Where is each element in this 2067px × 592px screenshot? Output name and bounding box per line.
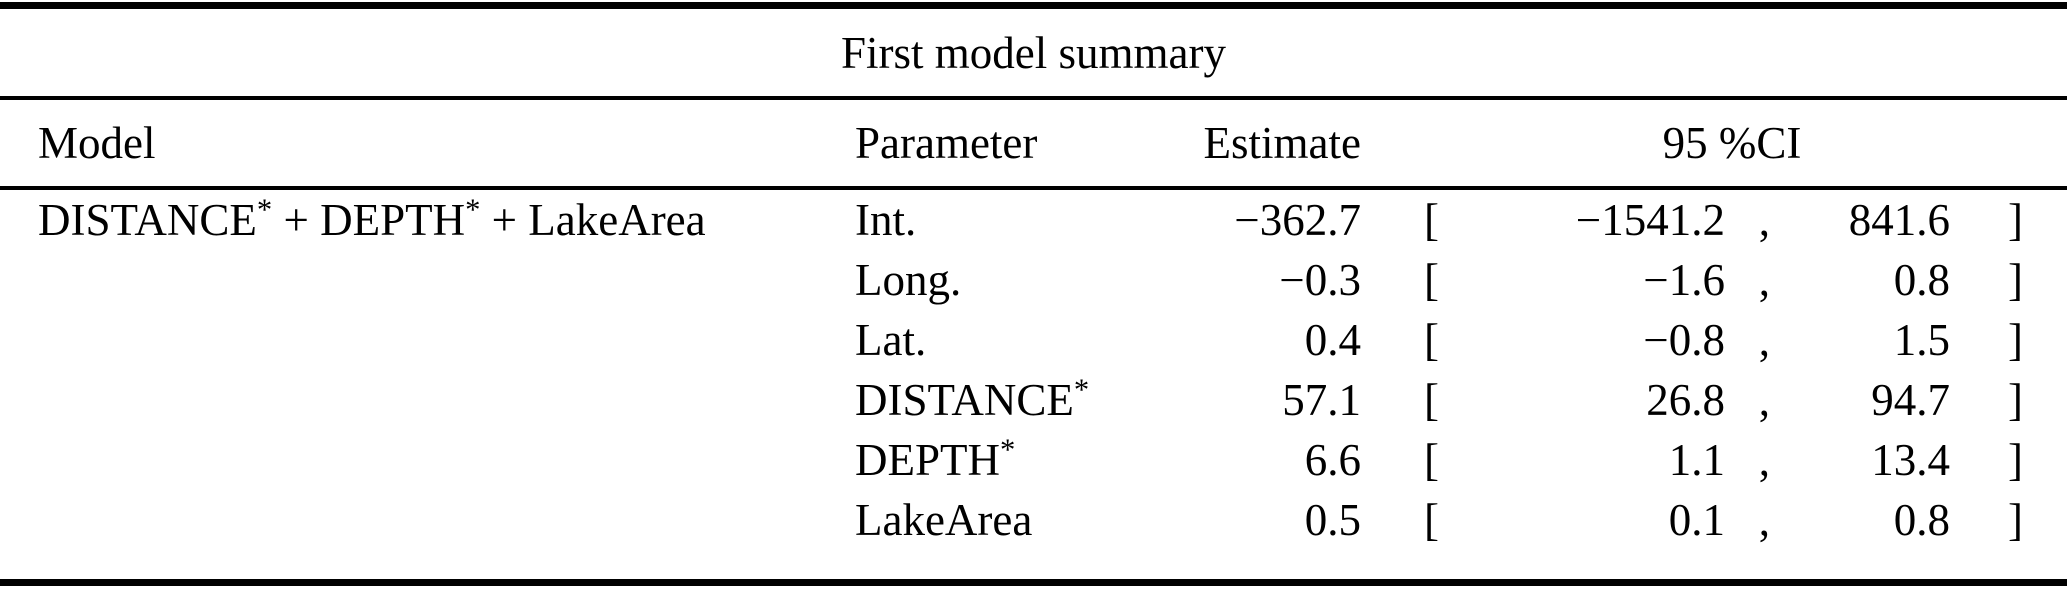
table-title-row: First model summary (0, 9, 2067, 96)
model-cell-empty (38, 430, 855, 490)
ci-lower-cell: −0.8 (1643, 315, 1725, 365)
model-cell-empty (38, 370, 855, 430)
ci-lower-cell: 1.1 (1668, 435, 1725, 485)
model-term: + DEPTH (272, 195, 466, 245)
ci-open-bracket: [ (1424, 255, 1439, 305)
table-title: First model summary (841, 27, 1226, 78)
ci-close-bracket: ] (2008, 195, 2023, 245)
ci-upper-cell: 1.5 (1893, 315, 1950, 365)
table-row: DISTANCE* 57.1 [ 26.8 , 94.7 ] (0, 370, 2067, 430)
parameter-cell: DEPTH* (855, 430, 1190, 490)
table-row: Long. −0.3 [ −1.6 , 0.8 ] (0, 250, 2067, 310)
table-body: DISTANCE* + DEPTH* + LakeArea Int. −362.… (0, 190, 2067, 550)
ci-close-bracket: ] (2008, 315, 2023, 365)
header-parameter: Parameter (855, 118, 1038, 168)
parameter-cell: Long. (855, 250, 1190, 310)
parameter-label: Long. (855, 255, 962, 305)
bottom-rule (0, 579, 2067, 586)
ci-close-bracket: ] (2008, 495, 2023, 545)
model-cell-empty (38, 310, 855, 370)
model-cell-empty (38, 490, 855, 550)
parameter-cell: Lat. (855, 310, 1190, 370)
parameter-cell: DISTANCE* (855, 370, 1190, 430)
ci-comma: , (1758, 255, 1770, 305)
ci-open-bracket: [ (1424, 315, 1439, 365)
ci-open-bracket: [ (1424, 495, 1439, 545)
model-term: + LakeArea (480, 195, 706, 245)
estimate-cell: 0.5 (1304, 495, 1361, 545)
table-row: Lat. 0.4 [ −0.8 , 1.5 ] (0, 310, 2067, 370)
header-ci: 95 %CI (1662, 118, 1802, 168)
parameter-label: Int. (855, 195, 917, 245)
ci-comma: , (1758, 195, 1770, 245)
ci-comma: , (1758, 495, 1770, 545)
parameter-cell: Int. (855, 190, 1190, 250)
top-rule (0, 2, 2067, 9)
model-term: DISTANCE (38, 195, 257, 245)
model-cell-empty (38, 250, 855, 310)
ci-upper-cell: 94.7 (1871, 375, 1950, 425)
ci-close-bracket: ] (2008, 375, 2023, 425)
model-formula: DISTANCE* + DEPTH* + LakeArea (38, 190, 855, 250)
parameter-superscript: * (1000, 432, 1016, 467)
ci-lower-cell: −1.6 (1643, 255, 1725, 305)
ci-open-bracket: [ (1424, 435, 1439, 485)
estimate-cell: 6.6 (1304, 435, 1361, 485)
header-divider-rule (0, 186, 2067, 190)
ci-lower-cell: 0.1 (1668, 495, 1725, 545)
parameter-label: DISTANCE (855, 375, 1074, 425)
estimate-cell: −0.3 (1279, 255, 1361, 305)
parameter-label: LakeArea (855, 495, 1033, 545)
parameter-superscript: * (1073, 372, 1090, 407)
table-header-row: Model Parameter Estimate 95 %CI (0, 100, 2067, 186)
ci-upper-cell: 841.6 (1848, 195, 1950, 245)
model-term-superscript: * (256, 192, 273, 227)
ci-upper-cell: 13.4 (1871, 435, 1950, 485)
header-model: Model (38, 118, 156, 168)
estimate-cell: −362.7 (1234, 195, 1361, 245)
ci-open-bracket: [ (1424, 195, 1439, 245)
ci-upper-cell: 0.8 (1893, 255, 1950, 305)
parameter-cell: LakeArea (855, 490, 1190, 550)
ci-comma: , (1758, 315, 1770, 365)
model-term-superscript: * (465, 192, 481, 227)
table-row: DISTANCE* + DEPTH* + LakeArea Int. −362.… (0, 190, 2067, 250)
title-divider-rule (0, 96, 2067, 100)
header-estimate: Estimate (1203, 118, 1361, 168)
estimate-cell: 0.4 (1304, 315, 1361, 365)
ci-open-bracket: [ (1424, 375, 1439, 425)
ci-close-bracket: ] (2008, 255, 2023, 305)
ci-lower-cell: −1541.2 (1575, 195, 1725, 245)
ci-comma: , (1758, 435, 1770, 485)
ci-upper-cell: 0.8 (1893, 495, 1950, 545)
parameter-label: DEPTH (855, 435, 1000, 485)
ci-lower-cell: 26.8 (1646, 375, 1725, 425)
table-row: LakeArea 0.5 [ 0.1 , 0.8 ] (0, 490, 2067, 550)
ci-close-bracket: ] (2008, 435, 2023, 485)
estimate-cell: 57.1 (1282, 375, 1361, 425)
table-row: DEPTH* 6.6 [ 1.1 , 13.4 ] (0, 430, 2067, 490)
parameter-label: Lat. (855, 315, 927, 365)
bottom-padding (0, 550, 2067, 579)
ci-comma: , (1758, 375, 1770, 425)
